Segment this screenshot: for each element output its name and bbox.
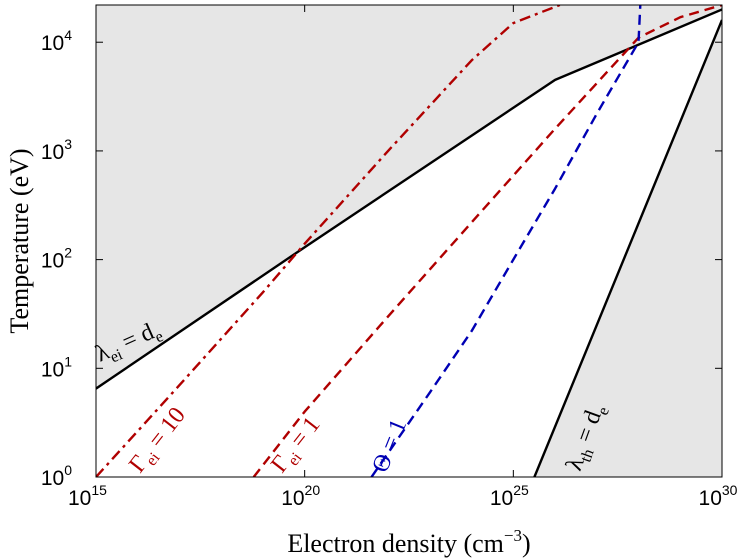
y-tick-label: 104 [41,27,72,55]
series-line-gamma1 [252,5,722,477]
series-line-gamma10 [96,5,561,477]
series-line-lambda_th [533,19,722,477]
series-line-lambda_ei [96,8,722,390]
y-tick-label: 101 [41,353,72,381]
x-tick-label: 1015 [68,482,107,510]
x-axis-label: Electron density (cm−3) [287,526,530,558]
x-tick-label: 1025 [490,482,529,510]
y-tick-label: 100 [41,462,72,490]
y-tick-label: 102 [41,245,72,273]
y-axis-label: Temperature (eV) [5,148,34,333]
series-line-theta1 [370,5,642,477]
x-tick-label: 1030 [699,482,738,510]
plot-frame [95,4,723,478]
y-tick-label: 103 [41,136,72,164]
x-tick-label: 1020 [281,482,320,510]
shaded-region-upper [96,5,722,389]
